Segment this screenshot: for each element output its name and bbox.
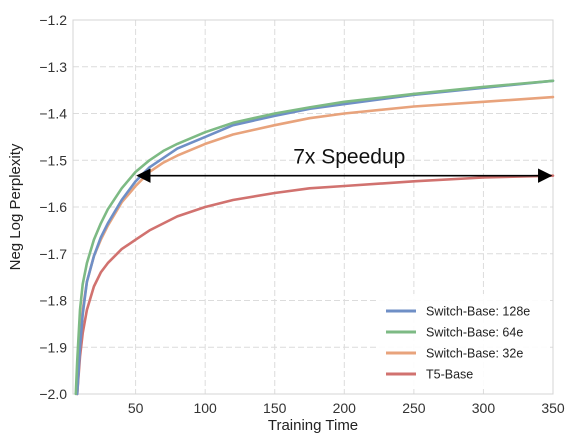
y-tick-label: −2.0 [39,386,67,402]
plot-frame [72,19,554,395]
x-tick-label: 350 [541,400,565,416]
series-line-3 [75,174,555,396]
legend-label: Switch-Base: 64e [426,326,523,340]
y-tick-label: −1.8 [39,293,67,309]
annotation: 7x Speedup [136,146,553,183]
legend: Switch-Base: 128e Switch-Base: 64e Switch-… [378,294,548,388]
y-axis-title: Neg Log Perplexity [7,143,24,270]
y-tick-label: −1.6 [39,199,67,215]
y-tick-label: −1.9 [39,339,67,355]
x-tick-label: 100 [193,400,217,416]
series-line-0 [75,79,555,396]
x-tick-label: 300 [472,400,496,416]
series-line-1 [74,79,555,396]
legend-label: Switch-Base: 32e [426,347,523,361]
x-tick-label: 200 [333,400,357,416]
y-tick-label: −1.5 [39,152,67,168]
series-lines [74,79,555,396]
legend-label: Switch-Base: 128e [426,305,530,319]
x-tick-label: 50 [128,400,144,416]
y-tick-label: −1.4 [39,106,67,122]
y-tick-label: −1.7 [39,246,67,262]
x-tick-label: 150 [263,400,287,416]
x-axis-title: Training Time [268,417,358,434]
x-tick-label: 250 [402,400,426,416]
y-tick-label: −1.2 [39,12,67,28]
legend-label: T5-Base [426,368,473,382]
speedup-label: 7x Speedup [293,146,405,169]
tick-labels: 50 100 150 200 250 300 350 −2.0 −1.9 −1.8 −1.7 −1.6… [39,12,565,416]
y-tick-label: −1.3 [39,59,67,75]
